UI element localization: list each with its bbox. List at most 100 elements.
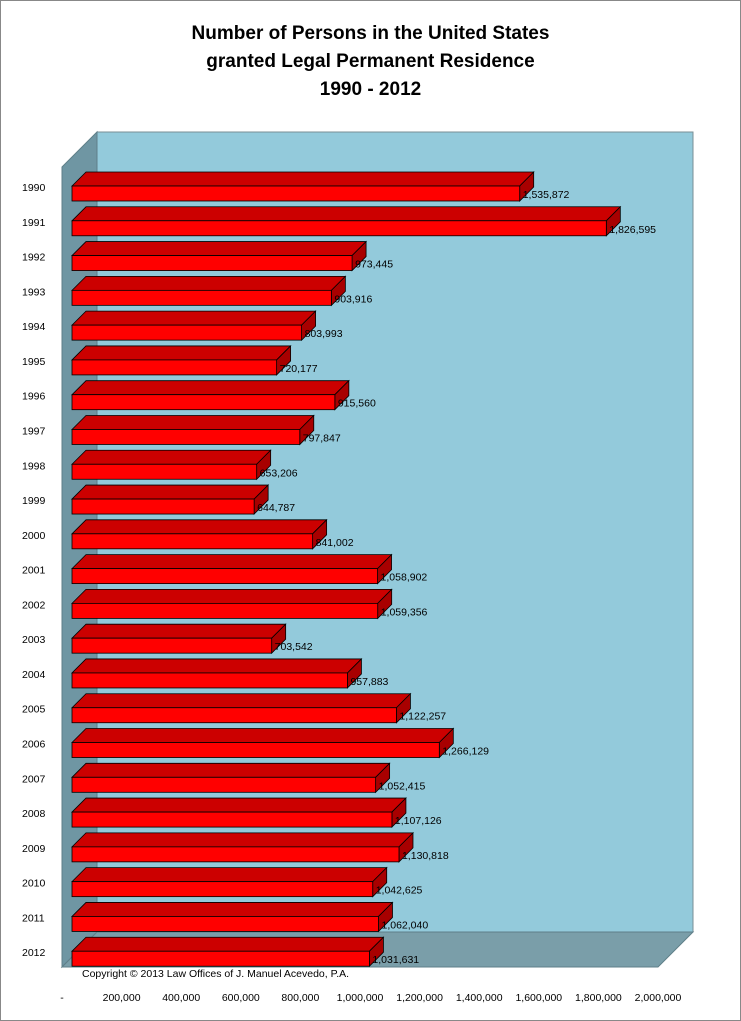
y-tick-label: 2009 [22,843,46,855]
bar-1997 [71,414,315,446]
bar-top [71,832,414,848]
data-label: 1,062,040 [381,919,428,931]
bar-top [71,275,347,291]
bar-front [71,463,258,480]
y-tick-label: 1994 [22,321,46,333]
data-label: 1,042,625 [376,885,423,897]
bar-front [71,394,336,411]
y-tick-label: 2010 [22,878,46,890]
bars: 1,535,872 1,826,595 973,445 903,916 803,993 7… [71,171,656,968]
bar-top [71,241,368,256]
bar-front [71,429,301,445]
bar-front [71,533,314,550]
data-label: 1,107,126 [395,815,442,827]
x-tick-label: 1,000,000 [337,992,384,1004]
y-tick-label: 2012 [22,947,46,959]
chart-title-line-2: granted Legal Permanent Residence [206,51,535,72]
y-tick-label: 2003 [22,634,46,646]
bar-top [71,936,385,952]
bar-2005 [71,692,412,724]
bar-1991 [71,205,622,237]
bar-2000 [71,518,328,550]
bar-top [71,867,388,883]
data-label: 644,787 [257,502,295,514]
y-tick-label: 1995 [22,356,46,368]
bar-2008 [71,797,407,829]
bar-1998 [71,449,272,481]
x-tick-label: 1,800,000 [575,992,622,1004]
bar-top [71,310,317,326]
chart-title: Number of Persons in the United States g… [0,20,741,104]
copyright-annotation: Copyright © 2013 Law Offices of J. Manue… [82,968,349,980]
bar-front [71,568,378,585]
data-label: 915,560 [338,398,376,410]
bar-front [71,916,379,932]
x-tick-label: 1,600,000 [515,992,562,1004]
bar-2011 [71,901,394,933]
y-tick-label: 1997 [22,425,46,437]
y-tick-label: 1992 [22,252,46,264]
bar-front [71,498,255,515]
bar-1992 [71,240,368,272]
chart-title-line-1: Number of Persons in the United States [191,23,550,44]
bar-2012 [71,936,385,968]
bar-1993 [71,275,347,307]
data-label: 1,058,902 [381,572,428,584]
y-tick-label: 1998 [22,460,46,472]
bar-top [71,797,407,813]
y-tick-label: 1991 [22,217,46,229]
bar-front [71,811,393,828]
data-label: 703,542 [275,641,313,653]
bar-top [71,588,393,604]
bar-top [71,415,315,430]
bar-1994 [71,310,317,342]
bar-front [71,255,353,271]
bar-front [71,324,302,341]
y-tick-label: 2002 [22,599,46,611]
bar-2002 [71,588,393,620]
data-label: 803,993 [305,328,343,340]
y-tick-label: 2004 [22,669,46,681]
bar-front [71,707,397,724]
data-label: 957,883 [350,676,388,688]
data-label: 1,535,872 [523,189,570,201]
y-tick-label: 1990 [22,182,46,194]
bar-front [71,185,521,202]
bar-2006 [71,727,455,759]
bar-1995 [71,344,292,376]
bar-1996 [71,379,350,411]
x-axis-labels: - 200,000 400,000 600,000 800,000 1,000,000 1,… [60,992,681,1004]
data-label: 1,826,595 [609,224,656,236]
bar-2001 [71,553,393,585]
data-label: 720,177 [280,363,318,375]
bar-top [71,171,535,187]
y-tick-label: 2008 [22,808,46,820]
bar-front [71,881,374,898]
x-tick-label: 200,000 [103,992,141,1004]
data-label: 1,059,356 [381,606,428,618]
bar-1990 [71,171,535,202]
bar-front [71,602,379,619]
bar-top [71,693,412,709]
x-tick-label: 1,400,000 [456,992,503,1004]
bar-front [71,672,348,689]
bar-front [71,637,273,654]
data-label: 903,916 [334,293,372,305]
y-tick-label: 2005 [22,704,46,716]
data-label: 653,206 [260,467,298,479]
y-tick-label: 2000 [22,530,46,542]
bar-2010 [71,866,388,898]
data-label: 1,031,631 [372,954,419,966]
y-tick-label: 1993 [22,286,46,298]
data-label: 1,052,415 [379,780,426,792]
bar-top [71,345,292,361]
bar-top [71,449,272,465]
x-tick-label: - [60,992,64,1004]
bar-front [71,289,332,306]
bar-top [71,658,363,674]
bar-top [71,206,622,222]
bar-front [71,846,400,863]
bar-2004 [71,657,363,689]
bar-front [71,359,278,376]
